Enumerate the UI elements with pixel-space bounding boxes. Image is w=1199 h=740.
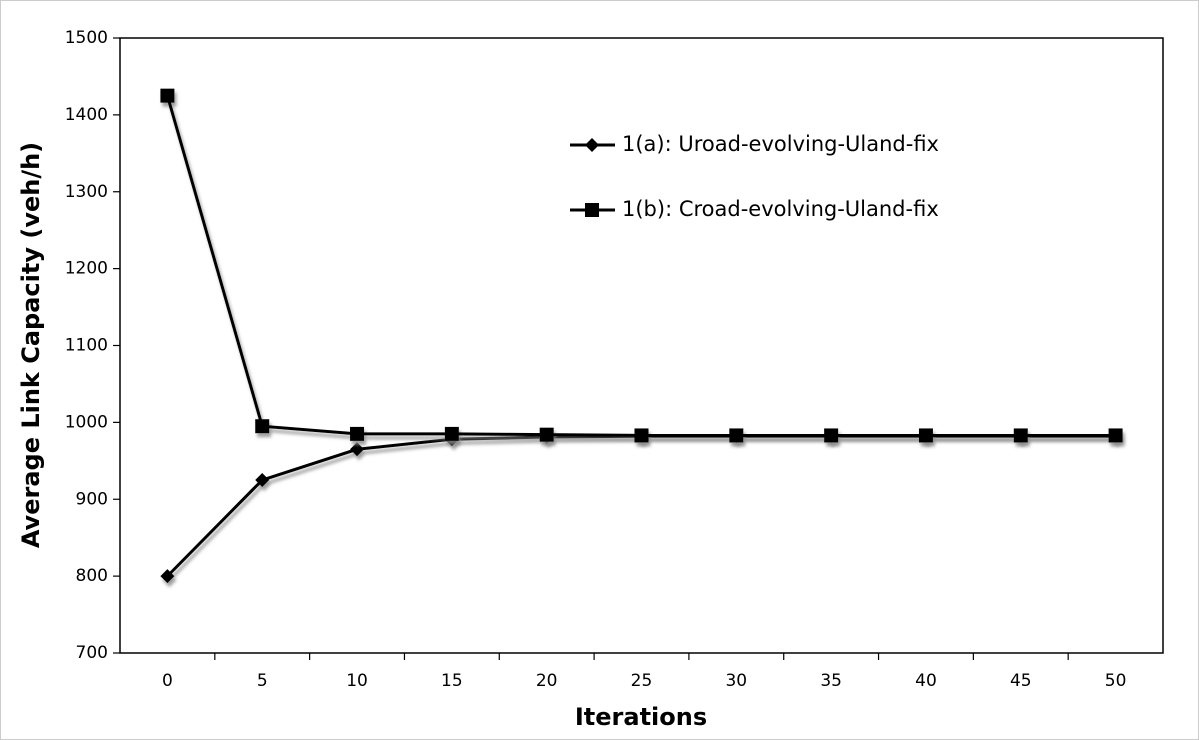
x-tick-label: 45 (1010, 671, 1032, 691)
marker (160, 569, 175, 584)
marker (634, 428, 649, 443)
x-tick-label: 10 (346, 671, 368, 691)
x-tick-label: 15 (441, 671, 463, 691)
x-tick-label: 30 (725, 671, 747, 691)
y-tick-label: 1200 (65, 259, 108, 279)
y-tick-label: 800 (76, 566, 108, 586)
x-tick-label: 40 (915, 671, 937, 691)
y-axis-title: Average Link Capacity (veh/h) (17, 142, 45, 548)
x-tick-label: 5 (257, 671, 268, 691)
marker (1108, 428, 1123, 443)
x-tick-label: 0 (162, 671, 173, 691)
y-tick-label: 1000 (65, 412, 108, 432)
legend-marker (585, 203, 599, 217)
y-tick-label: 1400 (65, 105, 108, 125)
legend-label: 1(b): Croad-evolving-Uland-fix (622, 197, 939, 221)
legend-label: 1(a): Uroad-evolving-Uland-fix (622, 132, 939, 156)
x-tick-label: 20 (536, 671, 558, 691)
marker (350, 442, 365, 457)
marker (255, 473, 270, 488)
marker (729, 428, 744, 443)
x-axis-title: Iterations (575, 703, 707, 731)
marker (444, 426, 459, 441)
x-tick-label: 35 (820, 671, 842, 691)
y-tick-label: 1100 (65, 336, 108, 356)
marker (350, 426, 365, 441)
y-tick-label: 700 (76, 643, 108, 663)
x-tick-label: 25 (631, 671, 653, 691)
marker (1013, 428, 1028, 443)
marker (539, 427, 554, 442)
marker (160, 88, 175, 103)
legend-marker (585, 138, 599, 152)
y-tick-label: 1300 (65, 182, 108, 202)
marker (255, 419, 270, 434)
x-tick-label: 50 (1105, 671, 1127, 691)
y-tick-label: 900 (76, 489, 108, 509)
marker (918, 428, 933, 443)
y-tick-label: 1500 (65, 28, 108, 48)
marker (824, 428, 839, 443)
series (160, 88, 1123, 443)
